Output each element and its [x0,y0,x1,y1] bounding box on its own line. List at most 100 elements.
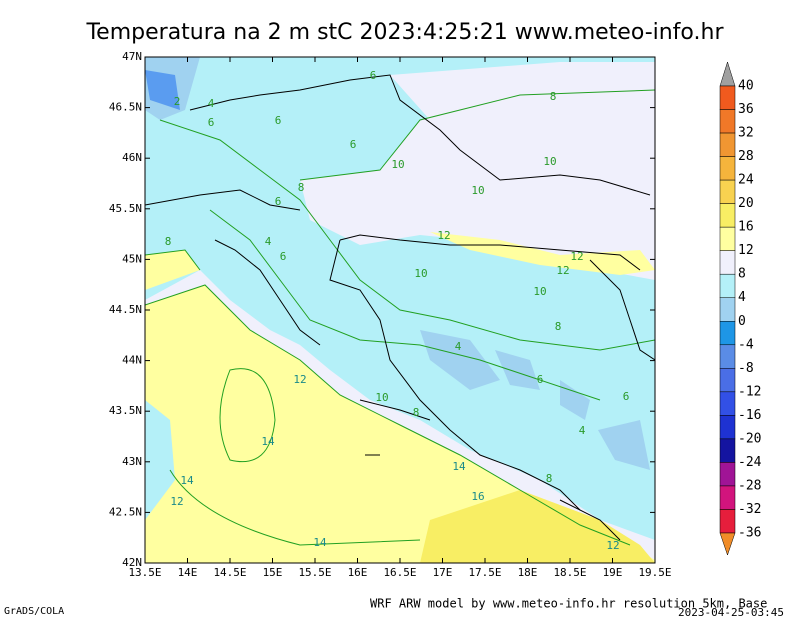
contour-label: 8 [550,90,557,103]
colorbar-segment [719,273,736,298]
timestamp: 2023-04-25-03:45 [678,606,784,618]
y-tick-label: 45N [122,252,142,265]
x-tick-label: 19E [603,566,623,579]
contour-label: 8 [298,181,305,194]
y-tick-label: 42.5N [109,505,142,518]
title: Temperatura na 2 m stC 2023:4:25:21 www.… [85,20,724,45]
axes: 13.5E 14E 14.5E 15E 15.5E 16E 16.5E 17E 17.5E 18E… [109,50,672,579]
y-tick-label: 44N [122,354,142,367]
field-12-16 [145,250,200,290]
contour-label: 8 [165,235,172,248]
colorbar-label: 0 [738,314,746,329]
field-8-12 [300,90,655,280]
contour-label: 12 [570,250,583,263]
colorbar-segment [719,156,736,181]
contour-label: 10 [375,391,388,404]
y-tick-label: 45.5N [109,202,142,215]
colorbar-label: 16 [738,220,754,235]
contour-label: 14 [452,460,466,473]
colorbar-segment [719,179,736,204]
colorbar-triangle [719,532,736,556]
contour-label: 6 [370,69,377,82]
contour-label: 8 [546,472,553,485]
contour-label: 16 [471,490,484,503]
x-tick-label: 18E [518,566,538,579]
colorbar-label: 12 [738,243,754,258]
coast [214,239,431,456]
colorbar-label: 20 [738,196,754,211]
x-tick-label: 17.5E [468,566,501,579]
contour-label: 8 [413,406,420,419]
contour-label: 12 [606,539,619,552]
colorbar-label: 24 [738,173,754,188]
field-16-20 [420,490,655,563]
contour-label: 12 [556,264,569,277]
contour-label: 6 [623,390,630,403]
y-tick-label: 42N [122,556,142,569]
contour-label: 12 [293,373,306,386]
contour-label: 4 [208,97,215,110]
contour [159,119,655,351]
colorbar-triangle [719,61,736,87]
colorbar-label: 40 [738,79,754,94]
colorbar-segment [719,462,736,487]
contour-label: 4 [579,424,586,437]
colorbar-segment [719,132,736,157]
x-tick-label: 14E [178,566,198,579]
contour [145,284,631,546]
border [329,239,581,511]
field-12-16 [145,285,655,563]
colorbar-segment [719,391,736,416]
border [559,259,655,541]
contour-label: 6 [280,250,287,263]
colorbar-segment [719,109,736,134]
field-0-4 [560,380,590,420]
y-tick-label: 44.5N [109,303,142,316]
field-0-4 [598,420,650,470]
colorbar-segment [719,368,736,393]
colorbar-segment [719,297,736,322]
colorbar: 4036322824201612840-4-8-12-16-20-24-28-3… [719,61,762,556]
border [145,189,641,271]
colorbar-label: 32 [738,126,754,141]
colorbar-label: -16 [738,408,761,423]
colorbar-label: 36 [738,102,754,117]
y-tick-label: 46N [122,151,142,164]
y-tick-label: 43N [122,455,142,468]
field-0-4 [420,330,500,390]
x-tick-label: 16.5E [383,566,416,579]
colorbar-label: -36 [738,526,761,541]
contour [145,89,655,271]
contour-label: 2 [174,95,181,108]
colorbar-label: -20 [738,431,761,446]
colorbar-label: 28 [738,149,754,164]
colorbar-segment [719,226,736,251]
contour [209,209,601,401]
colorbar-label: 4 [738,290,746,305]
y-tick-label: 47N [122,50,142,63]
contour-label: 6 [350,138,357,151]
colorbar-label: -32 [738,502,761,517]
field-0-4 [495,350,540,390]
contour-label: 14 [261,435,275,448]
colorbar-label: -8 [738,361,754,376]
contour-label: 6 [275,114,282,127]
contour [219,368,276,463]
x-tick-label: 18.5E [553,566,586,579]
contour-label: 8 [555,320,562,333]
contour-label: 12 [437,229,450,242]
map [145,57,655,563]
contour-label: 10 [391,158,404,171]
x-tick-label: 16E [348,566,368,579]
contour-label: 6 [537,373,544,386]
contour-label: 10 [533,285,546,298]
contour-labels: 2 4 6 6 6 8 6 10 8 6 10 10 4 6 8 12 10 1… [165,69,630,552]
x-tick-label: 19.5E [638,566,671,579]
contour-label: 6 [275,195,282,208]
colorbar-segment [719,415,736,440]
field-0-neg [145,70,180,110]
x-tick-label: 15E [263,566,283,579]
contour-label: 10 [543,155,556,168]
field-12-16 [430,232,655,275]
